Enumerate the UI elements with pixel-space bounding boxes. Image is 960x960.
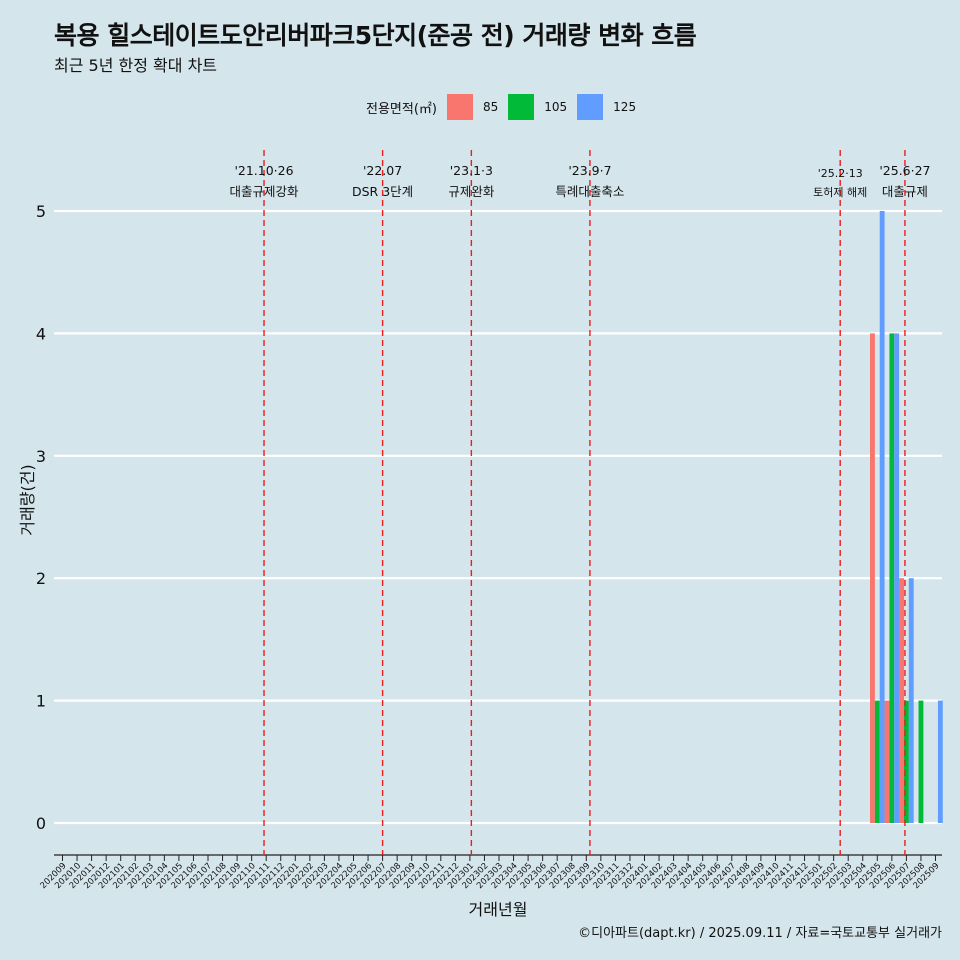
legend-swatch-85 [446,94,473,120]
bar-85-202505 [870,333,875,823]
event-date-4: '25.2·13 [818,167,863,180]
event-label-3: 특례대출축소 [555,184,624,199]
legend-title: 전용면적(㎡) [366,101,437,117]
y-tick-label-1: 1 [36,692,46,711]
bar-105-202507 [903,700,909,823]
legend: 전용면적(㎡) 85 105 125 [366,93,646,121]
event-label-5: 대출규제 [882,184,928,199]
y-axis-title: 거래량(건) [18,464,37,535]
y-tick-label-4: 4 [36,324,46,343]
event-date-0: '21.10·26 [234,163,293,178]
legend-item-125: 125 [577,94,636,120]
chart-subtitle: 최근 5년 한정 확대 차트 [54,56,218,75]
event-date-5: '25.6·27 [879,163,930,178]
legend-label-125: 125 [613,100,637,114]
y-tick-label-3: 3 [36,447,46,466]
bar-105-202505 [874,700,880,823]
legend-label-85: 85 [482,100,499,114]
event-label-0: 대출규제강화 [230,184,300,199]
legend-label-105: 105 [544,100,568,114]
y-tick-label-5: 5 [36,202,46,221]
bar-85-202506 [884,700,890,823]
bar-125-202509 [937,700,943,823]
bar-125-202505 [879,211,885,823]
event-date-1: '22.07 [363,163,402,178]
bar-105-202508 [918,700,924,823]
legend-item-85: 85 [446,94,499,120]
event-label-1: DSR 3단계 [352,184,413,199]
bar-125-202506 [894,333,900,823]
x-axis-title: 거래년월 [469,900,528,919]
caption: ©디아파트(dapt.kr) / 2025.09.11 / 자료=국토교통부 실… [578,926,942,941]
bar-105-202506 [889,333,895,823]
event-date-2: '23.1·3 [450,163,493,178]
legend-swatch-125 [577,94,604,120]
legend-swatch-105 [508,94,535,120]
y-tick-label-2: 2 [36,569,46,588]
chart-title: 복용 힐스테이트도안리버파크5단지(준공 전) 거래량 변화 흐름 [54,21,697,50]
event-label-2: 규제완화 [448,184,495,199]
event-date-3: '23.9·7 [568,163,611,178]
event-label-4: 토허제 해제 [813,185,867,199]
bar-85-202507 [899,578,904,823]
legend-item-105: 105 [508,94,567,120]
bar-125-202507 [908,578,914,823]
y-tick-label-0: 0 [36,814,46,833]
